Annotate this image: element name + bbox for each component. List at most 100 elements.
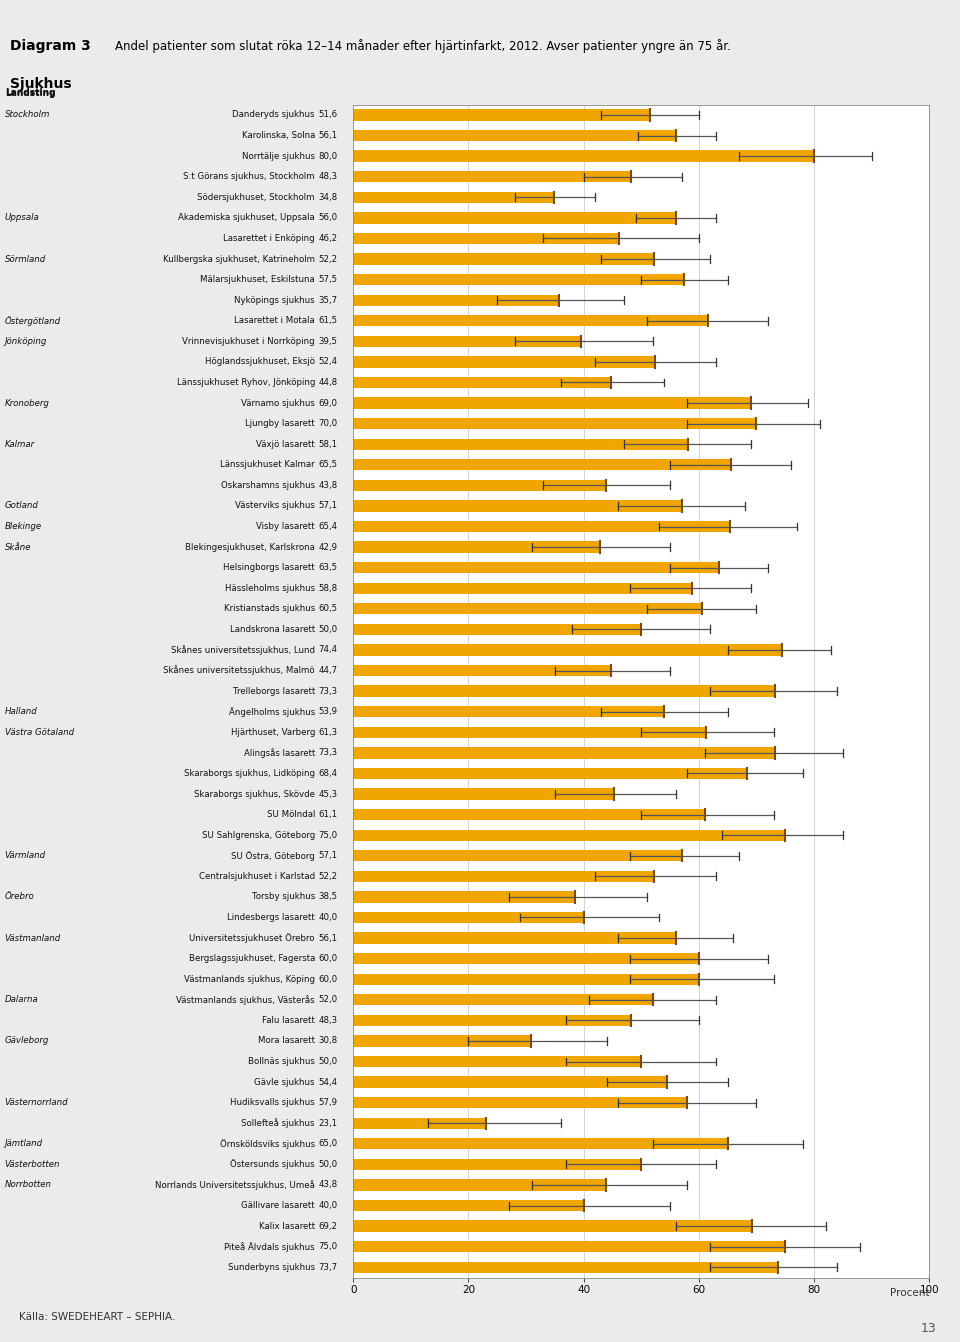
Text: 63,5: 63,5 — [319, 564, 338, 572]
Text: 50,0: 50,0 — [319, 1057, 338, 1066]
Text: Skånes universitetssjukhus, Malmö: Skånes universitetssjukhus, Malmö — [163, 666, 315, 675]
Text: 80,0: 80,0 — [319, 152, 338, 161]
Text: Norrbotten: Norrbotten — [5, 1181, 52, 1189]
Text: 75,0: 75,0 — [319, 1243, 338, 1251]
Bar — [353, 459, 731, 471]
Text: Lasarettet i Motala: Lasarettet i Motala — [234, 317, 315, 325]
Text: 38,5: 38,5 — [319, 892, 338, 902]
Text: SU Mölndal: SU Mölndal — [267, 811, 315, 819]
Text: Piteå Älvdals sjukhus: Piteå Älvdals sjukhus — [225, 1241, 315, 1252]
Bar — [353, 479, 606, 491]
Bar — [353, 501, 683, 511]
Text: 61,1: 61,1 — [319, 811, 338, 819]
Text: Norrlands Universitetssjukhus, Umeå: Norrlands Universitetssjukhus, Umeå — [155, 1180, 315, 1190]
Text: 23,1: 23,1 — [319, 1119, 338, 1127]
Bar — [353, 871, 654, 882]
Text: Västerviks sjukhus: Västerviks sjukhus — [235, 502, 315, 510]
Text: Procent: Procent — [890, 1288, 929, 1298]
Text: 65,4: 65,4 — [319, 522, 338, 531]
Bar — [353, 933, 677, 943]
Text: 56,0: 56,0 — [319, 213, 338, 223]
Text: Värmland: Värmland — [5, 851, 46, 860]
Bar — [353, 170, 632, 183]
Text: 58,1: 58,1 — [319, 440, 338, 448]
Bar — [353, 706, 663, 718]
Bar — [353, 336, 581, 348]
Text: Värnamo sjukhus: Värnamo sjukhus — [241, 399, 315, 408]
Bar — [353, 521, 730, 533]
Text: 57,5: 57,5 — [319, 275, 338, 285]
Bar — [353, 603, 702, 615]
Text: Sjukhus: Sjukhus — [10, 76, 71, 91]
Bar — [353, 768, 747, 780]
Bar — [353, 1015, 632, 1027]
Text: Ängelholms sjukhus: Ängelholms sjukhus — [228, 707, 315, 717]
Text: 39,5: 39,5 — [319, 337, 338, 346]
Bar — [353, 747, 776, 758]
Text: 54,4: 54,4 — [319, 1078, 338, 1087]
Text: Växjö lasarett: Växjö lasarett — [256, 440, 315, 448]
Text: Kalmar: Kalmar — [5, 440, 35, 448]
Text: 56,1: 56,1 — [319, 132, 338, 140]
Bar — [353, 624, 641, 635]
Bar — [353, 582, 692, 595]
Text: Blekinge: Blekinge — [5, 522, 42, 531]
Text: Lasarettet i Enköping: Lasarettet i Enköping — [224, 234, 315, 243]
Text: Hjärthuset, Varberg: Hjärthuset, Varberg — [230, 727, 315, 737]
Text: 73,7: 73,7 — [319, 1263, 338, 1272]
Bar — [353, 192, 554, 203]
Text: Karolinska, Solna: Karolinska, Solna — [242, 132, 315, 140]
Bar — [353, 726, 707, 738]
Text: Höglandssjukhuset, Eksjö: Höglandssjukhuset, Eksjö — [204, 357, 315, 366]
Text: Halland: Halland — [5, 707, 37, 717]
Text: 35,7: 35,7 — [319, 295, 338, 305]
Text: Jämtland: Jämtland — [5, 1139, 43, 1149]
Text: 73,3: 73,3 — [319, 687, 338, 695]
Text: 60,0: 60,0 — [319, 954, 338, 964]
Text: S:t Görans sjukhus, Stockholm: S:t Görans sjukhus, Stockholm — [183, 172, 315, 181]
Text: Diagram 3: Diagram 3 — [10, 39, 90, 52]
Text: 46,2: 46,2 — [319, 234, 338, 243]
Text: Mora lasarett: Mora lasarett — [258, 1036, 315, 1045]
Text: Hässleholms sjukhus: Hässleholms sjukhus — [225, 584, 315, 593]
Bar — [353, 788, 614, 800]
Text: Lindesbergs lasarett: Lindesbergs lasarett — [228, 913, 315, 922]
Text: Sörmland: Sörmland — [5, 255, 46, 263]
Text: 44,7: 44,7 — [319, 666, 338, 675]
Text: 50,0: 50,0 — [319, 625, 338, 633]
Text: Skånes universitetssjukhus, Lund: Skånes universitetssjukhus, Lund — [171, 646, 315, 655]
Text: Gotland: Gotland — [5, 502, 38, 510]
Bar — [353, 1096, 686, 1108]
Bar — [353, 809, 706, 820]
Bar — [353, 849, 683, 862]
Bar — [353, 1200, 584, 1212]
Text: Kronoberg: Kronoberg — [5, 399, 50, 408]
Text: 61,3: 61,3 — [319, 727, 338, 737]
Text: 61,5: 61,5 — [319, 317, 338, 325]
Text: 70,0: 70,0 — [319, 419, 338, 428]
Text: Sunderbyns sjukhus: Sunderbyns sjukhus — [228, 1263, 315, 1272]
Text: Nyköpings sjukhus: Nyköpings sjukhus — [234, 295, 315, 305]
Bar — [353, 891, 575, 903]
Text: Källa: SWEDEHEART – SEPHIA.: Källa: SWEDEHEART – SEPHIA. — [19, 1312, 176, 1322]
Text: 73,3: 73,3 — [319, 749, 338, 757]
Text: 48,3: 48,3 — [319, 172, 338, 181]
Text: Visby lasarett: Visby lasarett — [256, 522, 315, 531]
Text: Östergötland: Östergötland — [5, 315, 60, 326]
Text: Västmanlands sjukhus, Västerås: Västmanlands sjukhus, Västerås — [177, 994, 315, 1005]
Bar — [353, 417, 756, 429]
Text: Örnsköldsviks sjukhus: Örnsköldsviks sjukhus — [220, 1139, 315, 1149]
Text: Torsby sjukhus: Torsby sjukhus — [252, 892, 315, 902]
Text: 40,0: 40,0 — [319, 1201, 338, 1210]
Text: Landsting: Landsting — [5, 87, 56, 97]
Text: Gävleborg: Gävleborg — [5, 1036, 49, 1045]
Text: 57,1: 57,1 — [319, 502, 338, 510]
Bar — [353, 1261, 778, 1274]
Bar — [353, 377, 612, 388]
Text: 74,4: 74,4 — [319, 646, 338, 655]
Text: 56,1: 56,1 — [319, 934, 338, 942]
Bar — [353, 686, 776, 696]
Bar — [353, 212, 676, 224]
Bar — [353, 315, 708, 326]
Text: 48,3: 48,3 — [319, 1016, 338, 1025]
